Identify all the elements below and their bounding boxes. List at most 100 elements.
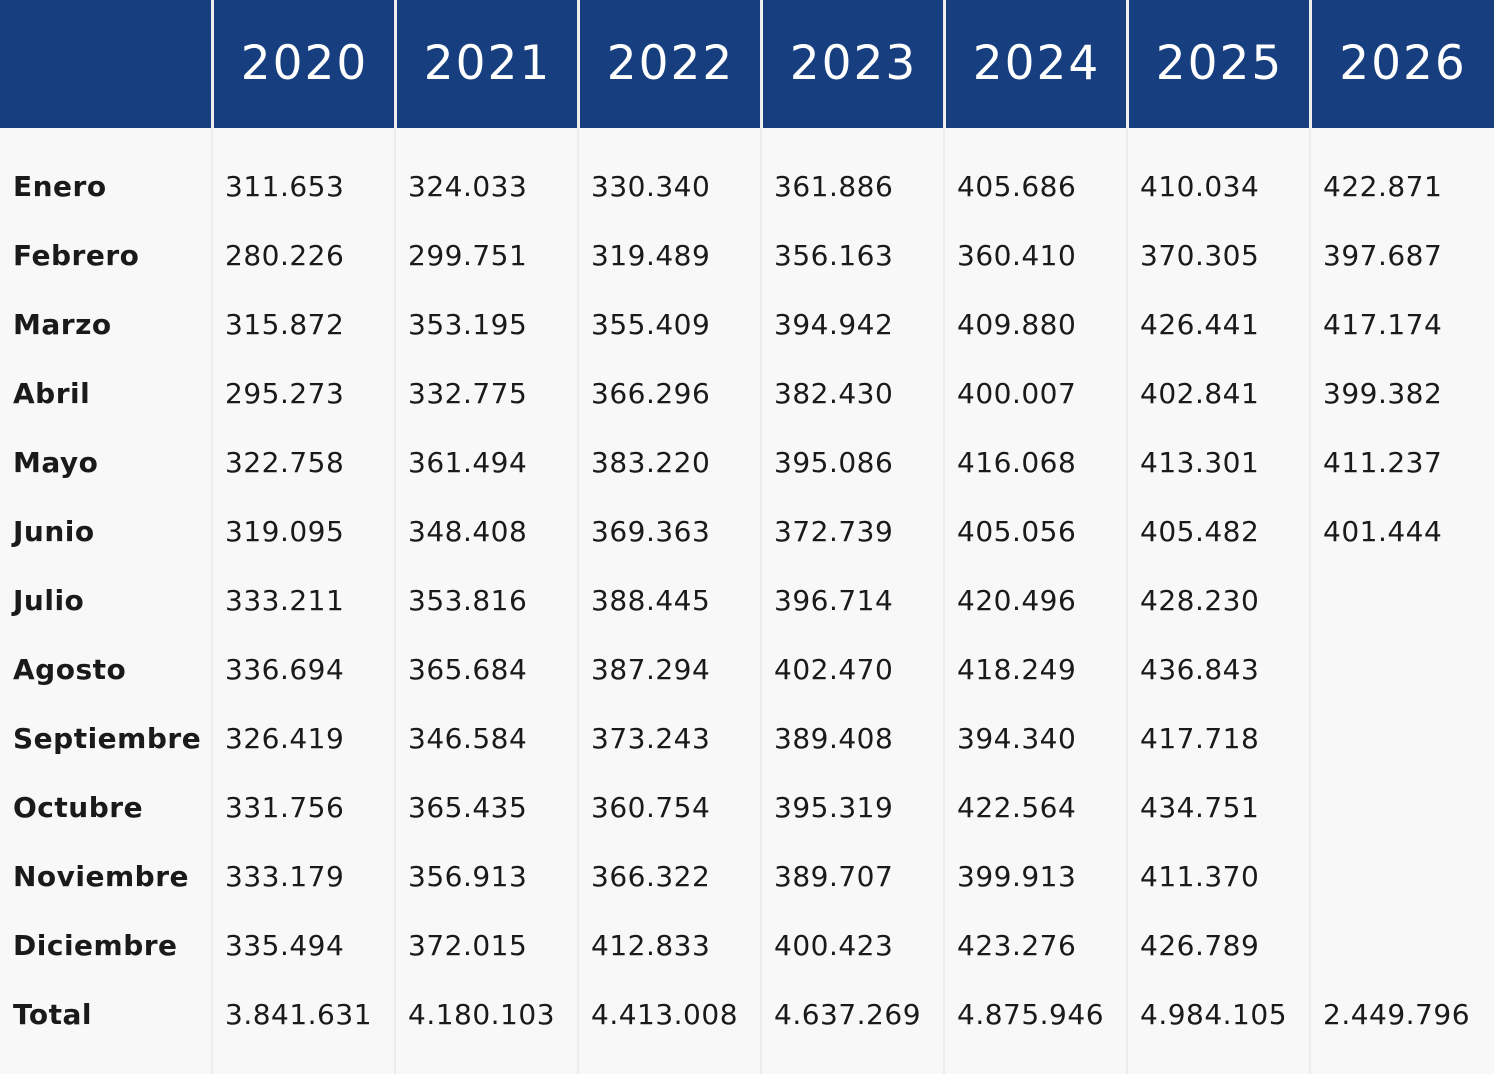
value-cell: 319.095 bbox=[225, 515, 345, 548]
value-cell: 333.179 bbox=[225, 860, 345, 893]
year-header: 2020 bbox=[212, 0, 395, 128]
year-header: 2022 bbox=[578, 0, 761, 128]
value-cell: 399.382 bbox=[1323, 377, 1443, 410]
row-label: Marzo bbox=[13, 308, 112, 341]
value-cell: 4.984.105 bbox=[1140, 998, 1288, 1031]
value-cell: 422.564 bbox=[957, 791, 1077, 824]
year-header: 2024 bbox=[944, 0, 1127, 128]
row-label: Septiembre bbox=[13, 722, 202, 755]
value-cell: 389.408 bbox=[774, 722, 894, 755]
value-cell: 382.430 bbox=[774, 377, 894, 410]
value-cell: 336.694 bbox=[225, 653, 345, 686]
column-divider bbox=[1126, 0, 1128, 1074]
value-cell: 428.230 bbox=[1140, 584, 1260, 617]
row-label: Diciembre bbox=[13, 929, 178, 962]
value-cell: 412.833 bbox=[591, 929, 711, 962]
year-header: 2025 bbox=[1127, 0, 1310, 128]
value-cell: 319.489 bbox=[591, 239, 711, 272]
value-cell: 411.370 bbox=[1140, 860, 1260, 893]
value-cell: 396.714 bbox=[774, 584, 894, 617]
column-divider bbox=[577, 0, 579, 1074]
value-cell: 322.758 bbox=[225, 446, 345, 479]
value-cell: 355.409 bbox=[591, 308, 711, 341]
value-cell: 3.841.631 bbox=[225, 998, 373, 1031]
value-cell: 399.913 bbox=[957, 860, 1077, 893]
row-label: Enero bbox=[13, 170, 107, 203]
column-divider bbox=[943, 0, 945, 1074]
value-cell: 346.584 bbox=[408, 722, 528, 755]
value-cell: 402.841 bbox=[1140, 377, 1260, 410]
value-cell: 413.301 bbox=[1140, 446, 1260, 479]
value-cell: 420.496 bbox=[957, 584, 1077, 617]
value-cell: 405.056 bbox=[957, 515, 1077, 548]
value-cell: 361.494 bbox=[408, 446, 528, 479]
value-cell: 394.942 bbox=[774, 308, 894, 341]
value-cell: 394.340 bbox=[957, 722, 1077, 755]
value-cell: 389.707 bbox=[774, 860, 894, 893]
header-bar bbox=[0, 0, 1494, 128]
value-cell: 4.637.269 bbox=[774, 998, 922, 1031]
value-cell: 315.872 bbox=[225, 308, 345, 341]
value-cell: 348.408 bbox=[408, 515, 528, 548]
value-cell: 426.789 bbox=[1140, 929, 1260, 962]
value-cell: 333.211 bbox=[225, 584, 345, 617]
value-cell: 372.739 bbox=[774, 515, 894, 548]
value-cell: 356.163 bbox=[774, 239, 894, 272]
value-cell: 405.482 bbox=[1140, 515, 1260, 548]
value-cell: 387.294 bbox=[591, 653, 711, 686]
column-divider bbox=[211, 0, 213, 1074]
value-cell: 366.296 bbox=[591, 377, 711, 410]
row-label: Junio bbox=[13, 515, 95, 548]
value-cell: 326.419 bbox=[225, 722, 345, 755]
value-cell: 365.684 bbox=[408, 653, 528, 686]
value-cell: 311.653 bbox=[225, 170, 345, 203]
value-cell: 426.441 bbox=[1140, 308, 1260, 341]
column-divider bbox=[1309, 0, 1311, 1074]
value-cell: 388.445 bbox=[591, 584, 711, 617]
value-cell: 4.875.946 bbox=[957, 998, 1105, 1031]
value-cell: 4.180.103 bbox=[408, 998, 556, 1031]
value-cell: 401.444 bbox=[1323, 515, 1443, 548]
value-cell: 410.034 bbox=[1140, 170, 1260, 203]
row-label: Mayo bbox=[13, 446, 99, 479]
value-cell: 436.843 bbox=[1140, 653, 1260, 686]
value-cell: 373.243 bbox=[591, 722, 711, 755]
value-cell: 409.880 bbox=[957, 308, 1077, 341]
year-header: 2021 bbox=[395, 0, 578, 128]
value-cell: 422.871 bbox=[1323, 170, 1443, 203]
value-cell: 353.195 bbox=[408, 308, 528, 341]
row-label: Octubre bbox=[13, 791, 144, 824]
value-cell: 335.494 bbox=[225, 929, 345, 962]
value-cell: 397.687 bbox=[1323, 239, 1443, 272]
value-cell: 418.249 bbox=[957, 653, 1077, 686]
value-cell: 400.423 bbox=[774, 929, 894, 962]
row-label: Abril bbox=[13, 377, 91, 410]
value-cell: 372.015 bbox=[408, 929, 528, 962]
value-cell: 423.276 bbox=[957, 929, 1077, 962]
row-label: Total bbox=[13, 998, 92, 1031]
value-cell: 280.226 bbox=[225, 239, 345, 272]
value-cell: 4.413.008 bbox=[591, 998, 739, 1031]
value-cell: 2.449.796 bbox=[1323, 998, 1471, 1031]
value-cell: 330.340 bbox=[591, 170, 711, 203]
value-cell: 369.363 bbox=[591, 515, 711, 548]
value-cell: 416.068 bbox=[957, 446, 1077, 479]
value-cell: 299.751 bbox=[408, 239, 528, 272]
value-cell: 331.756 bbox=[225, 791, 345, 824]
row-label: Noviembre bbox=[13, 860, 190, 893]
value-cell: 417.174 bbox=[1323, 308, 1443, 341]
value-cell: 370.305 bbox=[1140, 239, 1260, 272]
value-cell: 360.754 bbox=[591, 791, 711, 824]
value-cell: 411.237 bbox=[1323, 446, 1443, 479]
value-cell: 400.007 bbox=[957, 377, 1077, 410]
year-header: 2023 bbox=[761, 0, 944, 128]
value-cell: 434.751 bbox=[1140, 791, 1260, 824]
value-cell: 295.273 bbox=[225, 377, 345, 410]
value-cell: 395.319 bbox=[774, 791, 894, 824]
column-divider bbox=[394, 0, 396, 1074]
value-cell: 361.886 bbox=[774, 170, 894, 203]
value-cell: 365.435 bbox=[408, 791, 528, 824]
value-cell: 356.913 bbox=[408, 860, 528, 893]
value-cell: 417.718 bbox=[1140, 722, 1260, 755]
